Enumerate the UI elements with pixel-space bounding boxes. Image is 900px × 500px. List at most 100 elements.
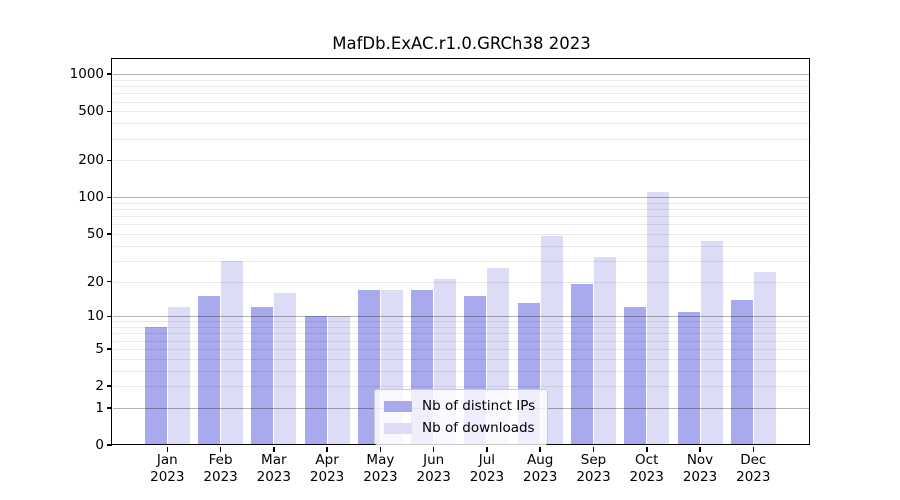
minor-gridline	[113, 245, 810, 247]
chart-title: MafDb.ExAC.r1.0.GRCh38 2023	[332, 34, 591, 53]
minor-gridline	[113, 233, 810, 235]
minor-gridline	[113, 260, 810, 262]
x-tick-label-line: 2023	[416, 468, 451, 485]
x-tick-label-line: 2023	[736, 468, 771, 485]
x-tick-label-line: 2023	[469, 468, 505, 485]
x-tick-label: Dec 2023	[723, 452, 783, 485]
x-tick-label-line: 2023	[629, 468, 664, 485]
x-tick-mark	[592, 446, 595, 452]
y-tick-label: 500	[78, 103, 104, 120]
legend: Nb of distinct IPs Nb of downloads	[374, 389, 549, 445]
y-tick-mark	[106, 315, 112, 317]
x-tick-mark	[166, 446, 169, 452]
major-gridline	[113, 74, 810, 76]
bar-distinct-ips	[570, 284, 593, 445]
y-tick-mark	[106, 159, 112, 161]
y-tick-mark	[106, 385, 112, 387]
plot-area	[113, 60, 810, 445]
minor-gridline	[113, 86, 810, 87]
bar-distinct-ips	[730, 299, 753, 445]
bar-downloads	[647, 192, 670, 445]
y-tick-label: 100	[78, 189, 104, 206]
legend-item: Nb of distinct IPs	[384, 395, 535, 417]
y-tick-label: 50	[86, 225, 104, 242]
x-tick-label-line: 2023	[309, 468, 345, 485]
y-tick-label: 200	[78, 152, 104, 169]
bar-downloads	[700, 240, 723, 445]
x-tick-mark	[379, 446, 382, 452]
x-tick-label-line: Mar	[261, 452, 287, 468]
x-tick-label-line: 2023	[682, 468, 718, 485]
x-tick-label-line: Aug	[527, 452, 554, 468]
bar-distinct-ips	[198, 296, 221, 445]
bar-downloads	[221, 260, 244, 445]
x-tick-label-line: 2023	[203, 468, 238, 485]
major-gridline	[113, 316, 810, 318]
legend-item: Nb of downloads	[384, 417, 535, 439]
x-tick-label-line: 2023	[150, 468, 185, 485]
y-tick-mark	[106, 280, 112, 283]
y-tick-label: 2	[95, 378, 104, 394]
x-tick-label-line: Jun	[423, 452, 445, 468]
x-tick-label: Oct 2023	[617, 452, 677, 485]
x-tick-label-line: May	[366, 452, 395, 468]
legend-label: Nb of downloads	[422, 420, 535, 436]
minor-gridline	[113, 370, 810, 372]
minor-gridline	[113, 93, 810, 95]
minor-gridline	[113, 358, 810, 360]
bar-distinct-ips	[251, 307, 274, 445]
y-tick-label: 1000	[69, 66, 104, 83]
minor-gridline	[113, 281, 810, 283]
x-tick-label-line: Nov	[686, 452, 714, 468]
minor-gridline	[113, 79, 810, 81]
bar-distinct-ips	[304, 316, 327, 445]
y-tick-mark	[106, 407, 112, 409]
x-tick-label-line: Feb	[208, 452, 233, 468]
x-tick-label-line: 2023	[523, 468, 558, 485]
y-tick-label: 10	[86, 308, 104, 325]
x-tick-label-line: Jan	[156, 452, 178, 468]
x-tick-label: May 2023	[350, 452, 410, 485]
minor-gridline	[113, 202, 810, 204]
y-tick-label: 1	[95, 399, 104, 416]
y-tick-mark	[106, 348, 112, 350]
bar-downloads	[274, 292, 297, 445]
bar-distinct-ips	[677, 311, 700, 445]
minor-gridline	[113, 386, 810, 387]
minor-gridline	[113, 224, 810, 226]
minor-gridline	[113, 327, 810, 328]
x-tick-label: Jul 2023	[457, 452, 517, 485]
minor-gridline	[113, 111, 810, 113]
legend-swatch	[384, 400, 412, 412]
legend-label: Nb of distinct IPs	[422, 398, 536, 414]
minor-gridline	[113, 333, 810, 335]
x-tick-label: Apr 2023	[297, 452, 357, 485]
x-tick-label-line: Dec	[740, 452, 767, 468]
x-tick-label-line: Apr	[315, 452, 339, 468]
minor-gridline	[113, 340, 810, 342]
major-gridline	[113, 197, 810, 199]
x-tick-label: Nov 2023	[670, 452, 730, 485]
x-tick-mark	[646, 446, 648, 452]
x-tick-label-line: Sep	[580, 452, 607, 468]
legend-swatch	[384, 422, 412, 434]
x-tick-label: Jun 2023	[404, 452, 464, 485]
y-tick-mark	[106, 73, 112, 75]
minor-gridline	[113, 209, 810, 211]
y-tick-mark	[106, 110, 112, 112]
bar-downloads	[753, 272, 776, 445]
bar-distinct-ips	[144, 327, 167, 445]
x-tick-mark	[219, 446, 222, 452]
minor-gridline	[113, 138, 810, 140]
x-tick-mark	[486, 446, 488, 452]
minor-gridline	[113, 123, 810, 125]
x-tick-label: Jan 2023	[137, 452, 197, 485]
x-tick-label: Mar 2023	[244, 452, 304, 485]
x-tick-label: Feb 2023	[191, 452, 251, 485]
bar-distinct-ips	[624, 307, 647, 445]
minor-gridline	[113, 160, 810, 162]
x-tick-label: Aug 2023	[510, 452, 570, 485]
y-tick-mark	[106, 444, 112, 446]
x-tick-mark	[326, 446, 328, 452]
bar-downloads	[593, 257, 616, 445]
